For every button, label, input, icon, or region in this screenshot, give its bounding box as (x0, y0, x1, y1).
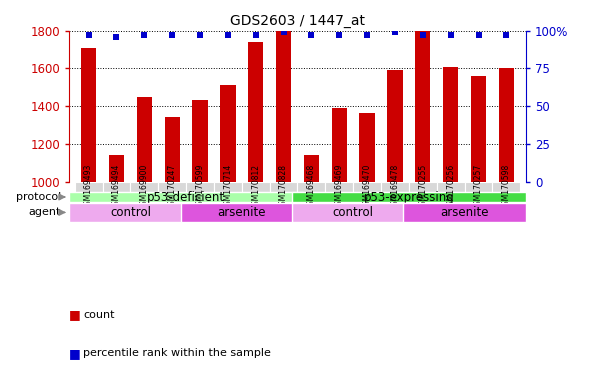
Bar (471, 76, 486, 182)
Bar (387, 70, 403, 182)
Bar (69, 203, 192, 222)
Point (112, 34, 121, 40)
Text: GSM169469: GSM169469 (335, 164, 344, 210)
Bar (186, 182, 214, 192)
Text: GSM170598: GSM170598 (502, 164, 511, 210)
Point (251, 32, 260, 38)
Bar (158, 182, 186, 192)
Point (418, 32, 428, 38)
Bar (75, 182, 103, 192)
Point (139, 32, 149, 38)
Bar (292, 192, 526, 202)
Point (502, 32, 511, 38)
Text: GSM169470: GSM169470 (362, 164, 371, 210)
Point (279, 29, 288, 35)
Point (223, 32, 233, 38)
Bar (192, 101, 208, 182)
Bar (220, 85, 236, 182)
Text: GSM170828: GSM170828 (279, 164, 288, 210)
Text: protocol: protocol (16, 192, 61, 202)
Text: p53-deficient: p53-deficient (147, 190, 225, 204)
Title: GDS2603 / 1447_at: GDS2603 / 1447_at (230, 14, 365, 28)
Point (362, 32, 372, 38)
Bar (297, 182, 325, 192)
Text: count: count (83, 310, 114, 320)
Bar (276, 31, 291, 182)
Text: GSM169468: GSM169468 (307, 164, 316, 210)
Text: ■: ■ (69, 347, 81, 360)
Bar (492, 182, 520, 192)
Point (307, 32, 316, 38)
Bar (409, 182, 437, 192)
Point (390, 29, 400, 35)
Text: ■: ■ (69, 308, 81, 321)
Text: percentile rank within the sample: percentile rank within the sample (83, 348, 271, 358)
Bar (81, 48, 96, 182)
Point (446, 32, 456, 38)
Bar (103, 182, 130, 192)
Bar (214, 182, 242, 192)
Text: GSM169478: GSM169478 (391, 164, 400, 210)
Bar (242, 182, 270, 192)
Bar (270, 182, 297, 192)
Text: control: control (333, 206, 374, 219)
Text: agent: agent (28, 207, 61, 217)
Text: GSM170247: GSM170247 (168, 164, 177, 210)
Text: GSM170599: GSM170599 (195, 164, 204, 210)
Bar (465, 182, 492, 192)
Text: GSM170256: GSM170256 (446, 164, 455, 210)
Bar (415, 31, 430, 182)
Point (167, 32, 177, 38)
Bar (437, 182, 465, 192)
Text: GSM170257: GSM170257 (474, 164, 483, 210)
Text: control: control (110, 206, 151, 219)
Bar (359, 113, 375, 182)
Point (335, 32, 344, 38)
Bar (136, 97, 152, 182)
Text: GSM170714: GSM170714 (224, 164, 233, 210)
Bar (332, 108, 347, 182)
Bar (180, 203, 303, 222)
Text: GSM169493: GSM169493 (84, 164, 93, 210)
Bar (165, 116, 180, 182)
Point (84, 32, 93, 38)
Text: GSM170255: GSM170255 (418, 164, 427, 210)
Bar (325, 182, 353, 192)
Bar (353, 182, 381, 192)
Bar (109, 155, 124, 182)
Text: p53-expressing: p53-expressing (364, 190, 454, 204)
Bar (130, 182, 158, 192)
Bar (304, 155, 319, 182)
Text: arsenite: arsenite (441, 206, 489, 219)
Bar (381, 182, 409, 192)
Bar (69, 192, 303, 202)
Point (474, 32, 483, 38)
Bar (443, 66, 459, 182)
Text: arsenite: arsenite (218, 206, 266, 219)
Bar (292, 203, 415, 222)
Text: GSM169494: GSM169494 (112, 164, 121, 210)
Text: GSM169900: GSM169900 (140, 164, 149, 210)
Bar (248, 42, 263, 182)
Point (195, 32, 205, 38)
Bar (499, 68, 514, 182)
Bar (403, 203, 526, 222)
Text: GSM170812: GSM170812 (251, 164, 260, 210)
